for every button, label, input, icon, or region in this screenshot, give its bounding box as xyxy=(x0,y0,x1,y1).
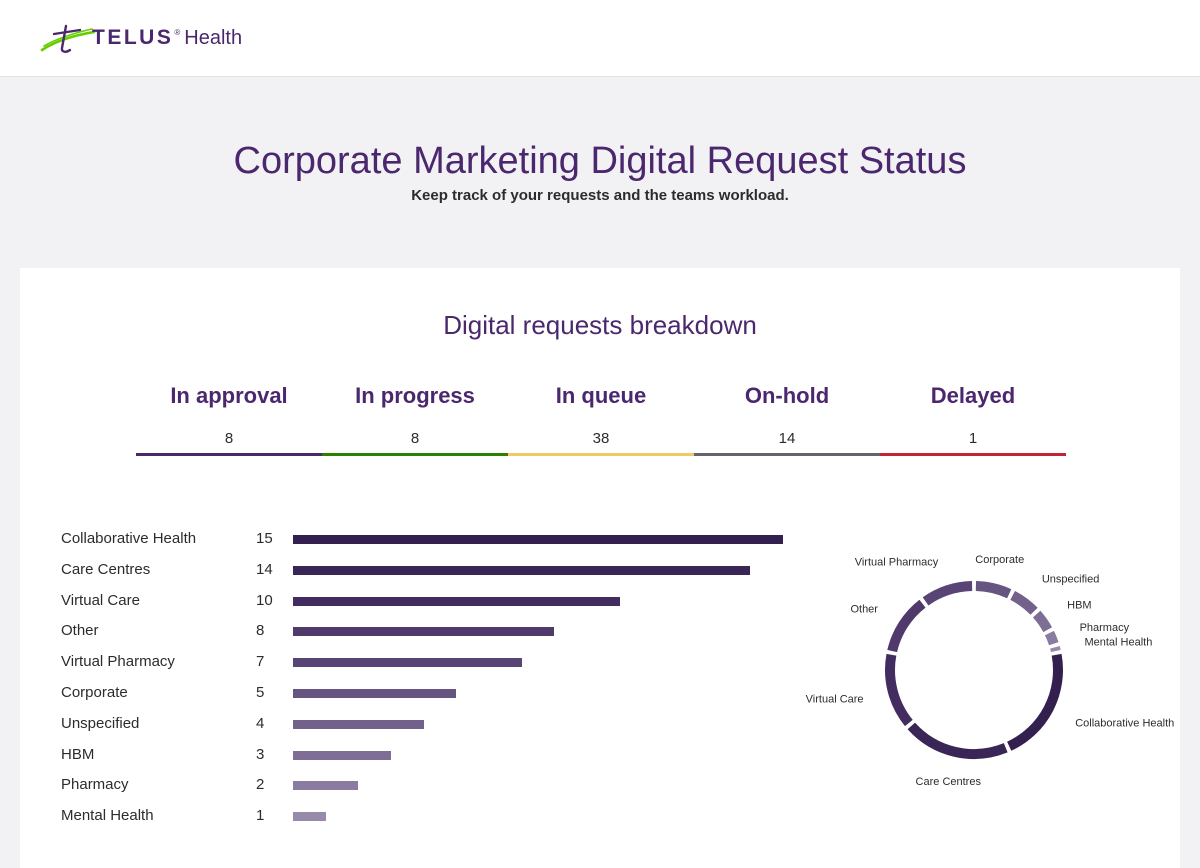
status-count: 1 xyxy=(968,430,978,447)
telus-logo-icon xyxy=(40,24,96,53)
bar xyxy=(293,750,391,760)
bar-category-label: Unspecified xyxy=(61,714,140,732)
bar-category-label: Other xyxy=(61,622,99,640)
bar-value-label: 14 xyxy=(256,560,273,578)
status-underline xyxy=(322,453,508,456)
donut-slice-label: Care Centres xyxy=(916,776,982,788)
bar-row: Pharmacy 2 xyxy=(20,773,800,797)
status-summary: In approval 8 In progress 8 In queue 38 … xyxy=(136,380,1066,460)
status-in-queue: In queue 38 xyxy=(508,380,694,460)
status-count: 8 xyxy=(224,430,234,447)
bar-category-label: Virtual Pharmacy xyxy=(61,653,175,671)
bar-category-label: Virtual Care xyxy=(61,591,140,609)
status-underline xyxy=(880,453,1066,456)
status-label: On-hold xyxy=(744,383,830,408)
status-count: 8 xyxy=(410,430,420,447)
telus-health-logo[interactable]: TELUS ® Health xyxy=(40,22,242,54)
bar-value-label: 15 xyxy=(256,530,273,547)
donut-slice-label: Other xyxy=(850,604,878,616)
bar xyxy=(293,658,522,668)
bar-row: Corporate 5 xyxy=(20,681,800,705)
category-donut-chart: Corporate Unspecified HBM Pharmacy Mental He… xyxy=(806,554,1175,788)
donut-slice xyxy=(922,581,973,606)
bar-row: Collaborative Health 15 xyxy=(20,527,800,551)
status-label: In approval xyxy=(170,383,288,408)
donut-slice-label: Virtual Pharmacy xyxy=(855,557,939,569)
bar-category-label: HBM xyxy=(61,745,95,763)
status-label: In progress xyxy=(355,383,475,408)
donut-slice-label: Unspecified xyxy=(1042,573,1099,585)
donut-slice xyxy=(907,722,1008,759)
bar xyxy=(293,565,751,575)
status-count: 38 xyxy=(592,430,610,447)
status-on-hold: On-hold 14 xyxy=(694,380,880,460)
bar xyxy=(293,627,555,637)
bar-value-label: 5 xyxy=(256,684,265,701)
bar-category-label: Collaborative Health xyxy=(61,530,197,547)
logo-registered-mark: ® xyxy=(174,28,181,37)
donut-slice-label: HBM xyxy=(1067,599,1091,611)
bar xyxy=(293,812,326,822)
status-label: In queue xyxy=(555,383,647,408)
top-bar: TELUS ® Health xyxy=(0,0,1200,77)
page-title: Corporate Marketing Digital Request Stat… xyxy=(233,140,967,182)
bar-category-label: Corporate xyxy=(61,684,128,701)
bar xyxy=(293,719,424,729)
status-in-progress: In progress 8 xyxy=(322,380,508,460)
bar-value-label: 2 xyxy=(256,776,265,794)
donut-slice xyxy=(1010,590,1038,615)
status-label: Delayed xyxy=(930,383,1016,408)
bar-row: HBM 3 xyxy=(20,743,800,767)
donut-slice xyxy=(887,599,926,653)
bar-row: Virtual Pharmacy 7 xyxy=(20,650,800,674)
donut-slice xyxy=(1007,653,1063,751)
bar-row: Virtual Care 10 xyxy=(20,589,800,613)
status-underline xyxy=(136,453,322,456)
bar-value-label: 7 xyxy=(256,653,265,671)
logo-brand-name: TELUS xyxy=(92,26,174,49)
page-subtitle: Keep track of your requests and the team… xyxy=(411,187,789,204)
bar-category-label: Mental Health xyxy=(61,807,154,825)
donut-slice xyxy=(885,653,913,727)
donut-slice-label: Mental Health xyxy=(1084,637,1152,649)
donut-slice xyxy=(975,581,1012,599)
bar-row: Other 8 xyxy=(20,619,800,643)
bar xyxy=(293,596,620,606)
bar xyxy=(293,781,359,791)
bar-category-label: Pharmacy xyxy=(61,776,129,794)
bar-value-label: 10 xyxy=(256,591,273,609)
status-delayed: Delayed 1 xyxy=(880,380,1066,460)
donut-slice-label: Collaborative Health xyxy=(1075,717,1174,729)
donut-slice xyxy=(1032,610,1053,633)
donut-slice xyxy=(1044,630,1059,646)
status-in-approval: In approval 8 xyxy=(136,380,322,460)
status-underline xyxy=(694,453,880,456)
bar xyxy=(293,535,783,544)
bar-row: Mental Health 1 xyxy=(20,804,800,828)
bar-row: Care Centres 14 xyxy=(20,558,800,582)
bar xyxy=(293,689,457,698)
status-underline xyxy=(508,453,694,456)
breakdown-card: Digital requests breakdown In approval 8… xyxy=(20,268,1180,868)
bar-value-label: 4 xyxy=(256,714,265,732)
bar-row: Unspecified 4 xyxy=(20,712,800,736)
donut-slice-label: Corporate xyxy=(975,554,1024,566)
logo-product-name: Health xyxy=(184,27,243,49)
bar-value-label: 1 xyxy=(256,807,265,825)
bar-value-label: 3 xyxy=(256,745,265,763)
donut-slice-label: Pharmacy xyxy=(1080,622,1130,634)
bar-value-label: 8 xyxy=(256,622,265,640)
status-count: 14 xyxy=(778,430,796,447)
bar-category-label: Care Centres xyxy=(61,560,151,578)
breakdown-title: Digital requests breakdown xyxy=(443,310,757,340)
donut-slice-label: Virtual Care xyxy=(806,693,864,705)
donut-slice xyxy=(1050,645,1061,653)
